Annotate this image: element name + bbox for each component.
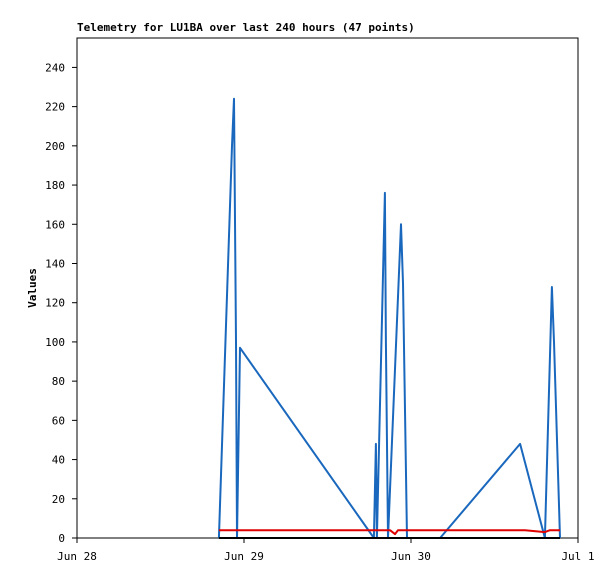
y-tick-label: 80 (52, 375, 65, 388)
x-tick-label: Jun 30 (391, 550, 431, 563)
y-tick-label: 40 (52, 454, 65, 467)
y-tick-label: 120 (45, 297, 65, 310)
y-tick-label: 140 (45, 257, 65, 270)
y-tick-label: 240 (45, 61, 65, 74)
y-tick-label: 100 (45, 336, 65, 349)
chart-title: Telemetry for LU1BA over last 240 hours … (77, 21, 415, 34)
series-line (218, 529, 560, 536)
y-tick-label: 160 (45, 218, 65, 231)
y-tick-label: 20 (52, 493, 65, 506)
y-axis-label: Values (26, 268, 39, 308)
series-line (217, 97, 561, 539)
y-tick-label: 0 (58, 532, 65, 545)
y-tick-label: 200 (45, 140, 65, 153)
x-tick-label: Jul 1 (561, 550, 594, 563)
y-tick-label: 220 (45, 101, 65, 114)
x-tick-label: Jun 28 (57, 550, 97, 563)
x-tick-label: Jun 29 (224, 550, 264, 563)
y-tick-label: 180 (45, 179, 65, 192)
y-tick-label: 60 (52, 414, 65, 427)
